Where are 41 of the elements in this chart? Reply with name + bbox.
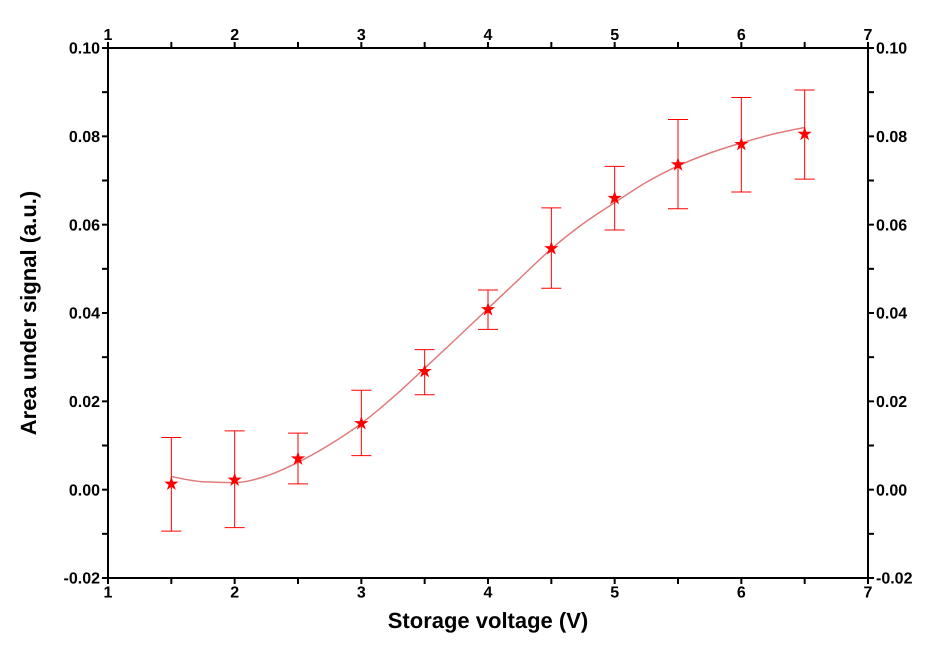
point xyxy=(164,476,179,490)
y2-tick-label: 0.00 xyxy=(876,482,908,500)
x-tick-label: 6 xyxy=(736,27,746,44)
y2-tick-label: 0.06 xyxy=(876,217,908,234)
y2-tick-label: 0.04 xyxy=(876,306,908,323)
x-tick-label: 7 xyxy=(864,27,873,44)
y-tick-label: 0.02 xyxy=(68,394,100,412)
point xyxy=(480,302,496,316)
point xyxy=(354,416,369,430)
y-tick-label: 0.06 xyxy=(68,217,100,234)
point xyxy=(227,472,242,486)
y-axis-title: Area under signal (a.u.) xyxy=(16,190,41,436)
x-tick-label: 2 xyxy=(230,27,240,44)
x-tick-label: 3 xyxy=(356,27,366,44)
x2-tick-label: 7 xyxy=(864,584,873,602)
point xyxy=(607,190,622,204)
point xyxy=(290,451,306,465)
x-tick-label: 5 xyxy=(610,27,620,44)
y2-tick-label: 0.02 xyxy=(876,394,908,412)
y2-tick-label: 0.10 xyxy=(876,40,908,58)
x-tick-label: 4 xyxy=(484,27,493,44)
point xyxy=(544,240,559,255)
x2-tick-label: 6 xyxy=(736,584,746,602)
x2-tick-label: 2 xyxy=(230,584,240,602)
point xyxy=(670,157,686,171)
y2-tick-label: -0.02 xyxy=(876,570,913,588)
y-tick-label: -0.02 xyxy=(64,570,100,588)
point xyxy=(734,136,749,150)
x2-tick-label: 1 xyxy=(104,584,113,602)
point xyxy=(797,126,812,140)
point xyxy=(417,364,432,378)
y-tick-label: 0.04 xyxy=(68,306,100,323)
x2-tick-label: 3 xyxy=(356,584,366,602)
y2-tick-label: 0.08 xyxy=(876,129,908,146)
x2-tick-label: 5 xyxy=(610,584,620,602)
x-tick-label: 1 xyxy=(104,27,113,44)
x-axis-title: Storage voltage (V) xyxy=(388,608,588,633)
y-tick-label: 0.10 xyxy=(68,40,100,58)
y-tick-label: 0.08 xyxy=(68,129,100,146)
x2-tick-label: 4 xyxy=(484,584,493,602)
y-tick-label: 0.00 xyxy=(68,482,100,500)
